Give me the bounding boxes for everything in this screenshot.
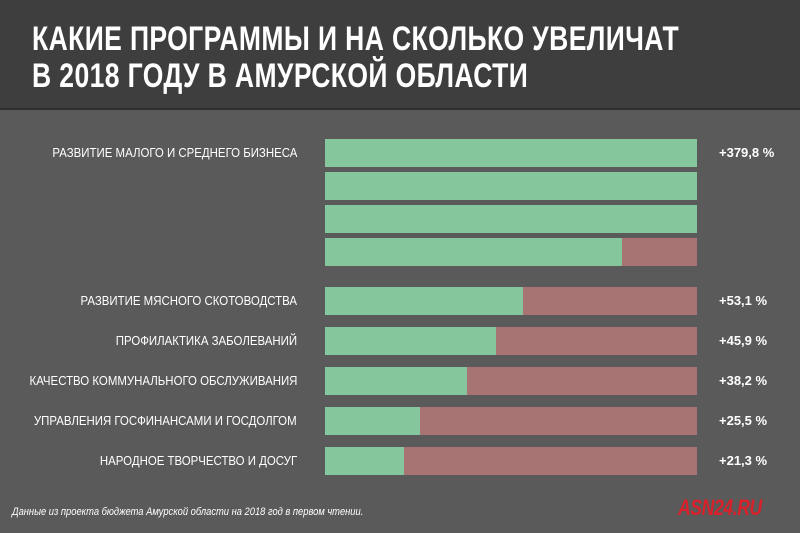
value-label: +21,3 % [719, 453, 768, 468]
bar-fill [325, 139, 697, 167]
bar-fill [325, 287, 523, 315]
category-label: КАЧЕСТВО КОММУНАЛЬНОГО ОБСЛУЖИВАНИЯ [29, 373, 297, 388]
value-label: +38,2 % [719, 373, 768, 388]
bar [325, 205, 697, 233]
value-label: +25,5 % [719, 413, 768, 428]
category-label: УПРАВЛЕНИЯ ГОСФИНАНСАМИ И ГОСДОЛГОМ [34, 413, 297, 428]
bar [325, 407, 697, 435]
footnote: Данные из проекта бюджета Амурской облас… [12, 506, 364, 518]
bar-fill [325, 205, 697, 233]
bar-fill [325, 367, 468, 395]
value-label: +45,9 % [719, 333, 768, 348]
value-label: +379,8 % [719, 145, 775, 160]
category-label: РАЗВИТИЕ МЯСНОГО СКОТОВОДСТВА [80, 293, 297, 308]
bar-fill [325, 447, 405, 475]
bar-fill [325, 407, 420, 435]
bar-fill [325, 238, 622, 266]
title-line-2: В 2018 ГОДУ В АМУРСКОЙ ОБЛАСТИ [32, 57, 529, 95]
bar [325, 447, 697, 475]
value-label: +53,1 % [719, 293, 768, 308]
bar [325, 287, 697, 315]
header: КАКИЕ ПРОГРАММЫ И НА СКОЛЬКО УВЕЛИЧАТ В … [0, 0, 800, 110]
bar [325, 238, 697, 266]
category-label: НАРОДНОЕ ТВОРЧЕСТВО И ДОСУГ [99, 453, 297, 468]
bar [325, 139, 697, 167]
bar-fill [325, 327, 496, 355]
title-line-1: КАКИЕ ПРОГРАММЫ И НА СКОЛЬКО УВЕЛИЧАТ [32, 20, 680, 58]
bar [325, 367, 697, 395]
bar-fill [325, 172, 697, 200]
bar [325, 172, 697, 200]
category-label: ПРОФИЛАКТИКА ЗАБОЛЕВАНИЙ [115, 333, 297, 348]
logo: ASN24.RU [678, 495, 762, 520]
category-label: РАЗВИТИЕ МАЛОГО И СРЕДНЕГО БИЗНЕСА [52, 145, 297, 160]
bar [325, 327, 697, 355]
